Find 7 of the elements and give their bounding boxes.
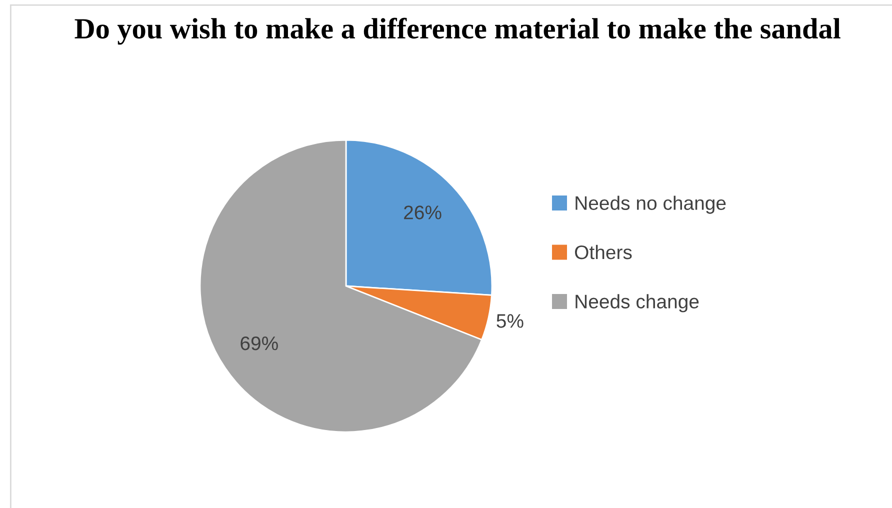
data-label: 5% bbox=[496, 314, 524, 328]
legend-label: Needs change bbox=[576, 294, 699, 312]
legend-label: Needs no change bbox=[576, 196, 726, 214]
legend-label: Others bbox=[575, 244, 632, 260]
data-label: 69% bbox=[240, 336, 278, 350]
chart-title: Do you wish to make a difference material to make the sandal bbox=[74, 18, 840, 45]
data-label: 26% bbox=[404, 206, 442, 220]
